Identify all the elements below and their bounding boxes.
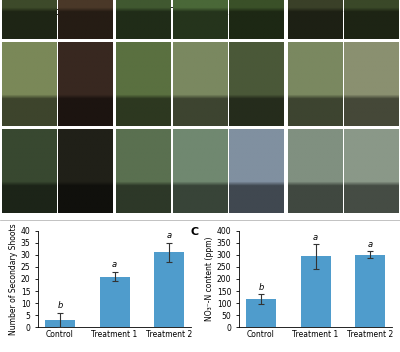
Text: 6 months: 6 months [2, 188, 38, 197]
Text: a: a [112, 260, 117, 269]
Text: b: b [258, 283, 264, 292]
Bar [246, 299, 276, 327]
Y-axis label: NO₃⁻-N content (ppm): NO₃⁻-N content (ppm) [205, 237, 214, 321]
Text: a: a [166, 231, 172, 240]
Text: Treatment 1: Treatment 1 [170, 7, 230, 17]
Bar [100, 277, 130, 327]
Text: Control: Control [48, 7, 84, 17]
Text: 3 months: 3 months [2, 134, 38, 143]
Bar [154, 252, 184, 327]
Text: b: b [57, 301, 63, 310]
Bar [300, 257, 330, 327]
Text: A: A [2, 2, 11, 12]
Text: 0 month: 0 month [2, 25, 34, 34]
Text: C: C [190, 227, 198, 237]
Text: a: a [368, 240, 373, 249]
Text: Treatment 2: Treatment 2 [304, 7, 364, 17]
Bar [45, 320, 75, 327]
Text: a: a [313, 233, 318, 243]
Text: 1 month: 1 month [2, 79, 34, 88]
Y-axis label: Number of Secondary Shoots: Number of Secondary Shoots [9, 223, 18, 335]
Bar [355, 255, 385, 327]
